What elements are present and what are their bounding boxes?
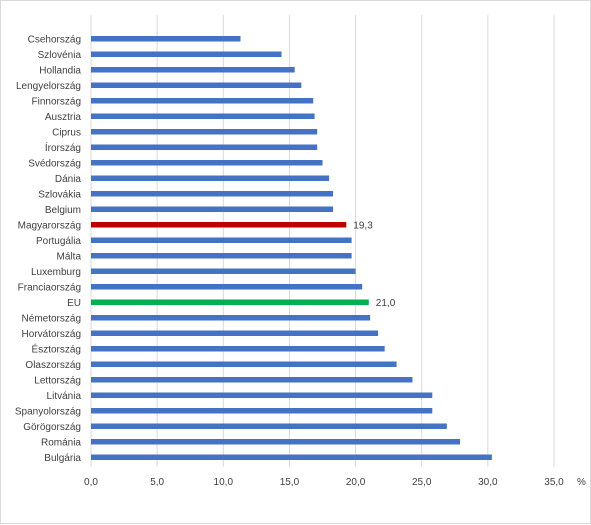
bar — [91, 82, 302, 88]
category-label: Bulgária — [44, 453, 81, 464]
bar — [91, 454, 492, 460]
category-label: Lettország — [34, 375, 81, 386]
category-label: Csehország — [28, 34, 81, 45]
x-tick-label: 0,0 — [84, 477, 98, 488]
data-labels: 19,3 21,0 — [353, 220, 395, 309]
bar — [91, 206, 334, 212]
bar — [91, 361, 397, 367]
bar — [91, 51, 282, 57]
bar — [91, 408, 433, 414]
x-tick-label: 5,0 — [150, 477, 164, 488]
bar — [91, 98, 314, 104]
category-label: Románia — [41, 437, 81, 448]
category-label: Litvánia — [47, 391, 82, 402]
bar — [91, 67, 295, 73]
bar — [91, 222, 347, 228]
category-label: Németország — [22, 313, 81, 324]
bar — [91, 253, 352, 259]
bar — [91, 160, 323, 166]
category-label: Szlovákia — [38, 189, 81, 200]
category-label: Svédország — [28, 158, 81, 169]
bar — [91, 129, 318, 135]
category-label: Görögország — [23, 422, 81, 433]
bar — [91, 423, 447, 429]
data-label: 21,0 — [376, 298, 396, 309]
bar — [91, 144, 318, 150]
bar — [91, 284, 363, 290]
x-tick-labels: 0,0 5,0 10,0 15,0 20,0 25,0 30,0 35,0 — [84, 477, 564, 488]
category-label: Ausztria — [45, 112, 82, 123]
x-tick-label: 35,0 — [544, 477, 564, 488]
category-label: Belgium — [45, 205, 81, 216]
category-label: Hollandia — [39, 65, 81, 76]
category-label: Luxemburg — [31, 267, 81, 278]
bar — [91, 113, 315, 119]
category-label: Ciprus — [52, 127, 81, 138]
bar — [91, 175, 330, 181]
bar — [91, 36, 241, 42]
bar — [91, 191, 334, 197]
category-label: Spanyolország — [15, 406, 81, 417]
category-label: Írország — [45, 141, 81, 154]
bar — [91, 346, 385, 352]
bars — [91, 36, 492, 460]
category-label: Szlovénia — [38, 50, 82, 61]
category-label: EU — [67, 298, 81, 309]
x-tick-label: 20,0 — [346, 477, 366, 488]
category-label: Észtország — [32, 342, 81, 355]
x-tick-label: 15,0 — [280, 477, 300, 488]
data-label: 19,3 — [353, 220, 373, 231]
category-label: Horvátország — [22, 329, 81, 340]
category-label: Franciaország — [18, 282, 81, 293]
x-tick-label: 25,0 — [412, 477, 432, 488]
x-tick-label: 10,0 — [214, 477, 234, 488]
category-label: Dánia — [55, 174, 82, 185]
x-tick-label: 30,0 — [478, 477, 498, 488]
bar — [91, 315, 371, 321]
category-label: Olaszország — [25, 360, 81, 371]
bar — [91, 392, 433, 398]
category-labels: Csehország Szlovénia Hollandia Lengyelorszá… — [15, 34, 82, 464]
category-label: Málta — [57, 251, 82, 262]
bar — [91, 268, 356, 274]
category-label: Finnország — [32, 96, 81, 107]
bar — [91, 439, 461, 445]
bar — [91, 377, 413, 383]
bar — [91, 330, 379, 336]
category-label: Magyarország — [18, 220, 81, 231]
bar — [91, 299, 369, 305]
x-unit-label: % — [577, 477, 586, 488]
bar — [91, 237, 352, 243]
category-label: Portugália — [36, 236, 81, 247]
category-label: Lengyelország — [16, 81, 81, 92]
